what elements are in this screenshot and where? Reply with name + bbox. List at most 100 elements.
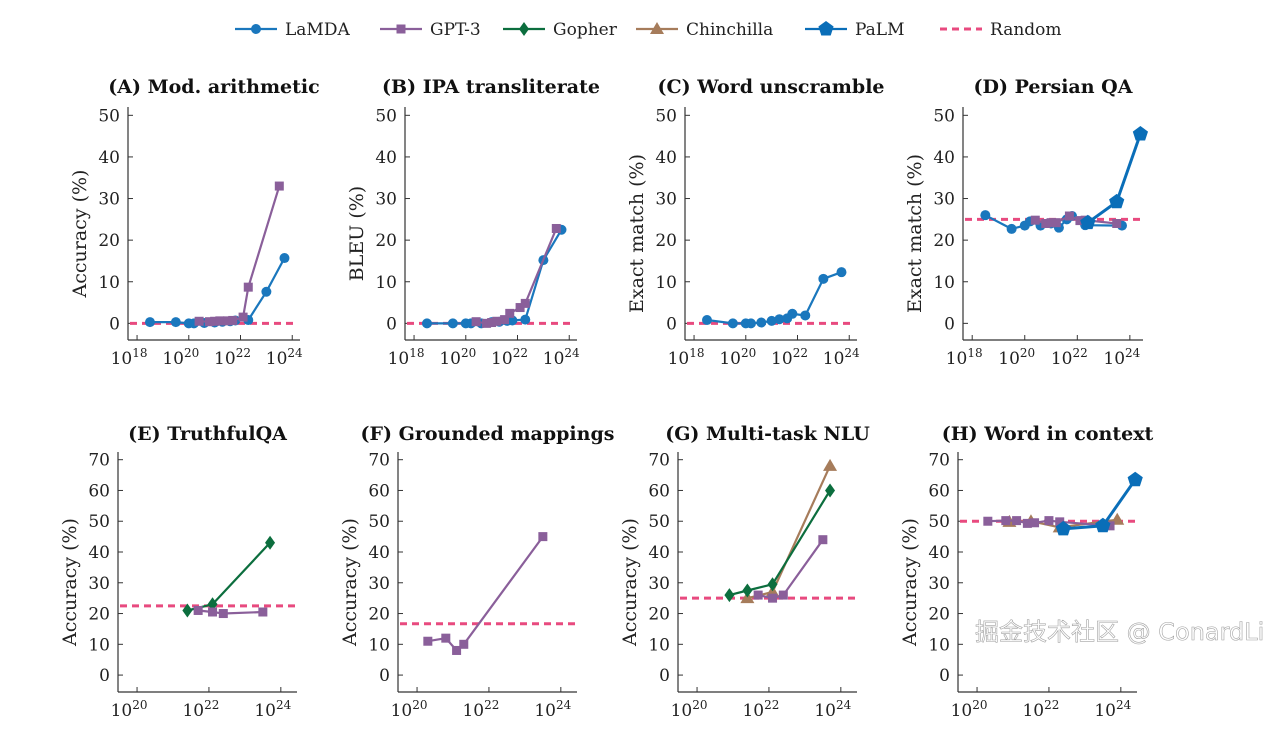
- data-point: [238, 312, 248, 322]
- data-point: [1006, 223, 1017, 234]
- data-point: [1022, 518, 1032, 528]
- data-point: [170, 317, 181, 328]
- y-axis-label: Accuracy (%): [619, 518, 641, 647]
- x-tick-label: 1022: [182, 698, 219, 721]
- data-point: [505, 308, 515, 318]
- data-point: [538, 532, 548, 542]
- data-point: [1051, 218, 1061, 228]
- legend-marker-square: [396, 24, 406, 34]
- y-tick-label: 50: [88, 512, 110, 532]
- panel-title: (E) TruthfulQA: [128, 423, 287, 445]
- y-tick-label: 40: [375, 148, 397, 168]
- data-point: [823, 458, 838, 471]
- y-tick-label: 50: [933, 106, 955, 126]
- data-point: [243, 282, 253, 292]
- data-point: [487, 318, 497, 328]
- data-point: [1132, 126, 1148, 141]
- data-point: [471, 317, 481, 327]
- data-point: [774, 314, 785, 325]
- x-tick-label: 1020: [671, 698, 708, 721]
- x-tick-label: 1024: [266, 346, 303, 369]
- legend-entry-palm: PaLM: [805, 20, 905, 40]
- y-tick-label: 30: [933, 190, 955, 210]
- y-tick-label: 20: [375, 231, 397, 251]
- x-tick-label: 1022: [1022, 698, 1059, 721]
- legend-entry-chinchilla: Chinchilla: [636, 20, 773, 40]
- data-point: [452, 645, 462, 655]
- data-point: [766, 315, 777, 326]
- data-point: [492, 316, 502, 326]
- legend-label: GPT-3: [430, 20, 481, 40]
- y-tick-label: 10: [933, 273, 955, 293]
- data-point: [1055, 520, 1071, 536]
- y-tick-label: 30: [368, 574, 390, 594]
- data-point: [1127, 471, 1143, 487]
- y-tick-label: 30: [88, 574, 110, 594]
- legend-label: LaMDA: [285, 20, 350, 40]
- y-tick-label: 0: [386, 314, 397, 334]
- data-point: [1112, 219, 1122, 228]
- data-point: [1075, 216, 1085, 226]
- data-point: [980, 210, 991, 221]
- y-tick-label: 40: [655, 148, 677, 168]
- series-gpt-3: [753, 535, 828, 603]
- y-tick-label: 40: [368, 543, 390, 563]
- y-axis-label: Accuracy (%): [899, 518, 921, 647]
- legend-label: Random: [990, 20, 1062, 40]
- x-tick-label: 1022: [1051, 346, 1088, 369]
- series-line: [198, 609, 263, 615]
- data-point: [818, 273, 829, 284]
- data-point: [228, 315, 238, 325]
- x-tick-label: 1020: [391, 698, 428, 721]
- x-tick-label: 1018: [946, 346, 983, 369]
- data-point: [481, 318, 491, 328]
- y-tick-label: 0: [109, 314, 120, 334]
- data-point: [144, 317, 155, 328]
- data-point: [551, 223, 561, 233]
- data-point: [421, 318, 432, 329]
- data-point: [1030, 518, 1040, 528]
- y-tick-label: 40: [98, 148, 120, 168]
- panel-title: (D) Persian QA: [974, 76, 1133, 98]
- panel-title: (B) IPA transliterate: [382, 76, 600, 98]
- data-point: [265, 535, 276, 550]
- y-tick-label: 0: [99, 666, 110, 686]
- data-point: [756, 317, 767, 328]
- legend-label: Gopher: [553, 20, 618, 40]
- data-point: [1044, 516, 1054, 526]
- x-tick-label: 1020: [111, 698, 148, 721]
- series-gopher: [724, 483, 836, 603]
- y-tick-label: 60: [648, 481, 670, 501]
- y-tick-label: 30: [928, 574, 950, 594]
- series-line: [427, 535, 544, 653]
- series-line: [757, 539, 824, 600]
- y-tick-label: 50: [648, 512, 670, 532]
- data-point: [274, 181, 284, 191]
- x-tick-label: 1024: [1094, 698, 1131, 721]
- data-point: [459, 639, 469, 649]
- data-point: [1046, 218, 1056, 228]
- data-point: [825, 483, 836, 498]
- legend-marker-diamond: [519, 22, 529, 36]
- legend-label: PaLM: [855, 20, 905, 40]
- y-tick-label: 0: [659, 666, 670, 686]
- panel-title: (G) Multi-task NLU: [665, 423, 870, 445]
- x-tick-label: 1022: [462, 698, 499, 721]
- y-tick-label: 40: [648, 543, 670, 563]
- legend: LaMDA GPT-3 Gopher Chinchilla PaLM Random: [235, 20, 1062, 40]
- x-tick-label: 1022: [742, 698, 779, 721]
- data-point: [1064, 211, 1074, 221]
- data-point: [1012, 516, 1022, 526]
- legend-marker-pentagon: [818, 21, 834, 36]
- x-tick-label: 1022: [491, 346, 528, 369]
- data-point: [507, 315, 518, 326]
- y-axis-label: Exact match (%): [626, 154, 648, 313]
- x-tick-label: 1018: [111, 346, 148, 369]
- panel-title: (A) Mod. arithmetic: [108, 76, 319, 98]
- data-point: [1109, 193, 1125, 209]
- data-point: [818, 535, 828, 545]
- y-tick-label: 70: [368, 451, 390, 471]
